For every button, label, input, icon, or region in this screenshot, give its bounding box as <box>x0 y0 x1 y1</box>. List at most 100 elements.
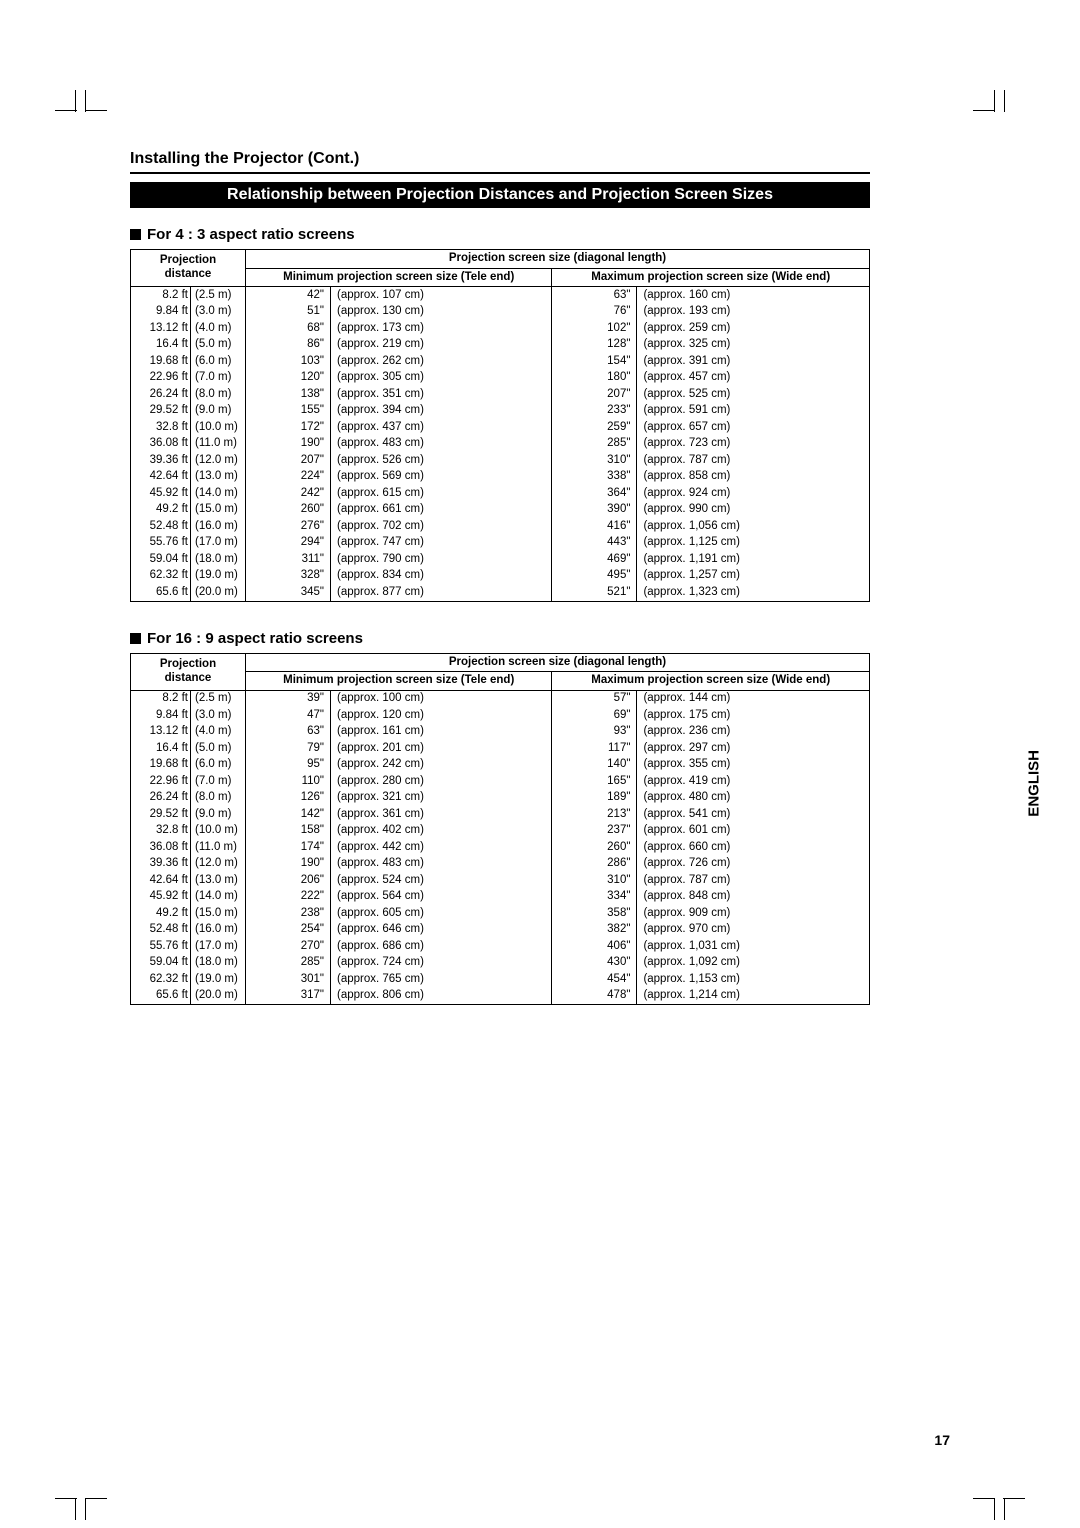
cell-dft: 26.24 ft <box>131 386 191 403</box>
hdr-min: Minimum projection screen size (Tele end… <box>246 268 552 287</box>
cell-min_cm: (approx. 394 cm) <box>331 403 552 420</box>
cell-dm: (2.5 m) <box>191 690 246 707</box>
table-row: 55.76 ft(17.0 m)270"(approx. 686 cm)406"… <box>131 938 870 955</box>
cell-min_cm: (approx. 834 cm) <box>331 568 552 585</box>
cell-min_in: 126" <box>246 790 331 807</box>
hdr-max: Maximum projection screen size (Wide end… <box>552 672 870 691</box>
table-16-9-body: 8.2 ft(2.5 m)39"(approx. 100 cm)57"(appr… <box>131 690 870 1005</box>
cell-max_in: 334" <box>552 889 637 906</box>
cell-dft: 16.4 ft <box>131 337 191 354</box>
table-row: 26.24 ft(8.0 m)126"(approx. 321 cm)189"(… <box>131 790 870 807</box>
cell-dm: (15.0 m) <box>191 502 246 519</box>
cell-min_in: 39" <box>246 690 331 707</box>
cell-min_cm: (approx. 524 cm) <box>331 872 552 889</box>
language-label: ENGLISH <box>1026 750 1043 817</box>
cell-min_cm: (approx. 724 cm) <box>331 955 552 972</box>
cell-dft: 39.36 ft <box>131 856 191 873</box>
cell-min_in: 63" <box>246 724 331 741</box>
cell-dm: (12.0 m) <box>191 452 246 469</box>
cell-min_in: 311" <box>246 551 331 568</box>
sub-heading-169-text: For 16 : 9 aspect ratio screens <box>147 630 363 647</box>
cell-max_in: 495" <box>552 568 637 585</box>
cell-max_cm: (approx. 1,153 cm) <box>637 971 870 988</box>
cell-max_in: 310" <box>552 452 637 469</box>
cell-max_cm: (approx. 297 cm) <box>637 740 870 757</box>
title-rule <box>130 172 870 174</box>
cell-max_cm: (approx. 259 cm) <box>637 320 870 337</box>
cell-min_cm: (approx. 107 cm) <box>331 287 552 304</box>
cell-min_in: 158" <box>246 823 331 840</box>
cell-max_in: 165" <box>552 773 637 790</box>
table-row: 26.24 ft(8.0 m)138"(approx. 351 cm)207"(… <box>131 386 870 403</box>
table-row: 62.32 ft(19.0 m)301"(approx. 765 cm)454"… <box>131 971 870 988</box>
cell-dft: 16.4 ft <box>131 740 191 757</box>
cell-max_in: 233" <box>552 403 637 420</box>
cell-min_in: 276" <box>246 518 331 535</box>
cell-max_in: 286" <box>552 856 637 873</box>
table-row: 59.04 ft(18.0 m)311"(approx. 790 cm)469"… <box>131 551 870 568</box>
cell-max_cm: (approx. 924 cm) <box>637 485 870 502</box>
cell-dm: (15.0 m) <box>191 905 246 922</box>
table-row: 39.36 ft(12.0 m)207"(approx. 526 cm)310"… <box>131 452 870 469</box>
cell-min_in: 260" <box>246 502 331 519</box>
table-row: 32.8 ft(10.0 m)172"(approx. 437 cm)259"(… <box>131 419 870 436</box>
cell-dft: 62.32 ft <box>131 971 191 988</box>
cell-dm: (17.0 m) <box>191 938 246 955</box>
cell-max_cm: (approx. 787 cm) <box>637 872 870 889</box>
cell-dft: 52.48 ft <box>131 922 191 939</box>
cell-dft: 65.6 ft <box>131 584 191 601</box>
cell-dft: 32.8 ft <box>131 419 191 436</box>
cell-min_in: 155" <box>246 403 331 420</box>
cell-min_in: 207" <box>246 452 331 469</box>
cell-dft: 8.2 ft <box>131 287 191 304</box>
table-row: 42.64 ft(13.0 m)206"(approx. 524 cm)310"… <box>131 872 870 889</box>
sub-heading-169: For 16 : 9 aspect ratio screens <box>130 630 870 647</box>
table-row: 62.32 ft(19.0 m)328"(approx. 834 cm)495"… <box>131 568 870 585</box>
cell-max_cm: (approx. 1,056 cm) <box>637 518 870 535</box>
cell-max_cm: (approx. 391 cm) <box>637 353 870 370</box>
cell-max_cm: (approx. 236 cm) <box>637 724 870 741</box>
table-row: 59.04 ft(18.0 m)285"(approx. 724 cm)430"… <box>131 955 870 972</box>
cell-min_in: 51" <box>246 304 331 321</box>
cell-dft: 42.64 ft <box>131 872 191 889</box>
cell-max_in: 310" <box>552 872 637 889</box>
cell-dft: 42.64 ft <box>131 469 191 486</box>
table-row: 19.68 ft(6.0 m)95"(approx. 242 cm)140"(a… <box>131 757 870 774</box>
cell-min_cm: (approx. 569 cm) <box>331 469 552 486</box>
table-row: 45.92 ft(14.0 m)242"(approx. 615 cm)364"… <box>131 485 870 502</box>
cell-max_cm: (approx. 990 cm) <box>637 502 870 519</box>
cell-dm: (5.0 m) <box>191 740 246 757</box>
cell-max_cm: (approx. 660 cm) <box>637 839 870 856</box>
cell-max_in: 454" <box>552 971 637 988</box>
cell-max_in: 102" <box>552 320 637 337</box>
table-row: 49.2 ft(15.0 m)238"(approx. 605 cm)358"(… <box>131 905 870 922</box>
cell-min_cm: (approx. 646 cm) <box>331 922 552 939</box>
cell-dft: 65.6 ft <box>131 988 191 1005</box>
page-number: 17 <box>934 1432 950 1448</box>
cell-max_in: 358" <box>552 905 637 922</box>
cell-min_cm: (approx. 130 cm) <box>331 304 552 321</box>
cell-max_in: 93" <box>552 724 637 741</box>
table-row: 13.12 ft(4.0 m)63"(approx. 161 cm)93"(ap… <box>131 724 870 741</box>
cell-max_in: 390" <box>552 502 637 519</box>
cell-dm: (6.0 m) <box>191 757 246 774</box>
hdr-min: Minimum projection screen size (Tele end… <box>246 672 552 691</box>
table-row: 39.36 ft(12.0 m)190"(approx. 483 cm)286"… <box>131 856 870 873</box>
cell-max_cm: (approx. 144 cm) <box>637 690 870 707</box>
table-4-3: Projection distance Projection screen si… <box>130 249 870 602</box>
cell-max_in: 237" <box>552 823 637 840</box>
table-row: 19.68 ft(6.0 m)103"(approx. 262 cm)154"(… <box>131 353 870 370</box>
cell-dft: 45.92 ft <box>131 485 191 502</box>
cell-dm: (2.5 m) <box>191 287 246 304</box>
cell-dm: (19.0 m) <box>191 568 246 585</box>
cell-max_cm: (approx. 1,125 cm) <box>637 535 870 552</box>
cell-max_in: 180" <box>552 370 637 387</box>
cell-max_in: 416" <box>552 518 637 535</box>
cell-min_in: 254" <box>246 922 331 939</box>
cell-max_cm: (approx. 1,257 cm) <box>637 568 870 585</box>
cell-dm: (7.0 m) <box>191 370 246 387</box>
table-row: 32.8 ft(10.0 m)158"(approx. 402 cm)237"(… <box>131 823 870 840</box>
cell-min_cm: (approx. 790 cm) <box>331 551 552 568</box>
cell-max_cm: (approx. 970 cm) <box>637 922 870 939</box>
cell-max_in: 364" <box>552 485 637 502</box>
